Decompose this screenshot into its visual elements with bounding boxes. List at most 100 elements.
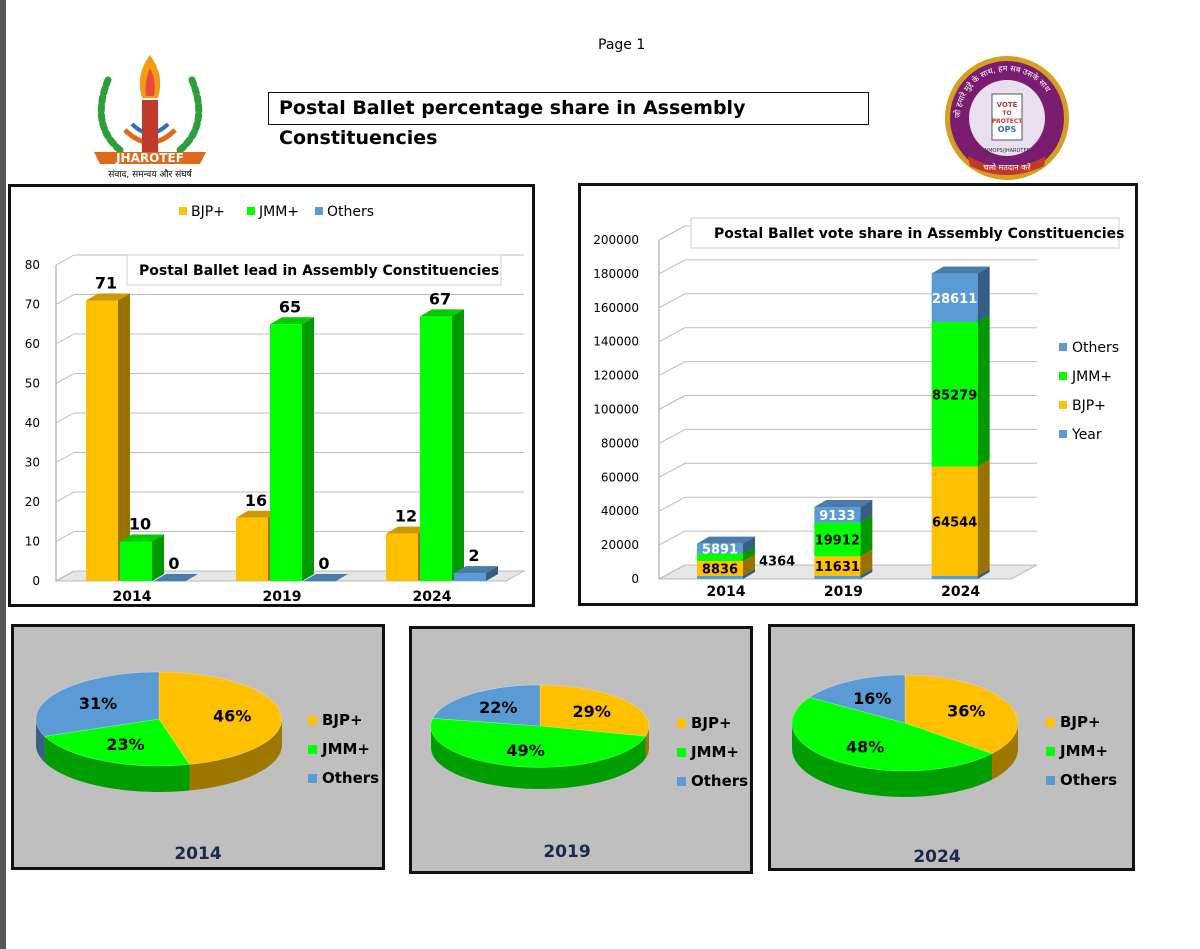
- bar-bjp-2024-top: [386, 526, 430, 534]
- bar-bjp-2019-top: [236, 510, 280, 518]
- pie-side-bjp: [645, 726, 649, 759]
- pie-side-bjp: [992, 723, 1018, 780]
- bar-others-2024-front: [454, 573, 486, 581]
- bar-jmm-2024-side: [977, 315, 990, 467]
- legend-swatch-jmm: [1059, 372, 1067, 380]
- pie-panel-2024: 36% 48% 16% BJP+ JMM+ Others 2024: [768, 624, 1135, 871]
- legend-label-bjp: BJP+: [1072, 398, 1106, 414]
- pie-slice-others: [35, 671, 160, 737]
- pie-slice-jmm: [791, 696, 993, 772]
- x-tick-label: 2014: [113, 589, 152, 604]
- pie-value-label: 31%: [79, 694, 117, 713]
- pie-chart-2014: 46% 23% 31% BJP+ JMM+ Others 2014: [14, 627, 382, 867]
- data-label: 28611: [932, 292, 977, 307]
- chart-title: Postal Ballet lead in Assembly Constitue…: [139, 263, 499, 279]
- pie-side-jmm: [431, 726, 646, 789]
- bar-others-2024-top: [454, 566, 498, 574]
- bar-others-2024: [931, 266, 990, 323]
- bar-jmm-2019-side: [302, 317, 314, 581]
- y-tick-label: 120000: [593, 369, 639, 383]
- y-tick-label: 60000: [601, 470, 639, 484]
- pie-year-title: 2014: [174, 844, 221, 864]
- legend-label-bjp: BJP+: [691, 714, 732, 732]
- y-tick-label: 70: [25, 298, 40, 312]
- data-label: 8836: [702, 563, 738, 578]
- bar-others-2024-side: [977, 266, 990, 323]
- pie-slice-bjp: [158, 671, 283, 765]
- y-tick-label: 10: [25, 535, 40, 549]
- bar-jmm-2019-top: [270, 317, 314, 325]
- gridline-depth: [658, 327, 686, 343]
- bar-year-2014-side: [743, 569, 755, 579]
- vote-seal-icon: जो हमारे मुद्दे के साथ, हम सब उसके साथ V…: [945, 56, 1069, 180]
- data-label: 65: [279, 297, 301, 316]
- legend-label-bjp: BJP+: [1060, 713, 1101, 731]
- legend-swatch-jmm: [1046, 747, 1055, 756]
- gridline-depth: [658, 564, 686, 580]
- pie-slice-others: [432, 684, 541, 727]
- bar-year-2019-front: [814, 576, 861, 579]
- legend-swatch-year: [1059, 430, 1067, 438]
- data-label: 2: [468, 546, 479, 565]
- bar-others-2024: [454, 566, 498, 581]
- legend-swatch-bjp: [1046, 718, 1055, 727]
- data-label: 0: [318, 554, 329, 573]
- vote-share-chart-panel: 0 20000 40000 60000 80000 100000 120000 140000 1…: [578, 183, 1138, 606]
- bar-jmm-2024-top: [420, 309, 464, 317]
- gridline-depth: [55, 373, 75, 384]
- bar-bjp-2019-front: [236, 517, 268, 581]
- y-tick-label: 0: [631, 572, 639, 586]
- y-tick-label: 100000: [593, 403, 639, 417]
- bar-others-2024-front: [931, 273, 978, 323]
- pie-slice-bjp: [539, 684, 650, 737]
- bar-jmm-2014-side: [743, 546, 755, 562]
- gridline-depth: [55, 531, 75, 542]
- pie-side-others: [36, 719, 45, 763]
- legend-label-jmm: JMM+: [321, 740, 370, 758]
- legend-swatch-bjp: [1059, 401, 1067, 409]
- bar-bjp-2019-front: [814, 556, 861, 576]
- vote-to-protect-ops-logo: जो हमारे मुद्दे के साथ, हम सब उसके साथ V…: [940, 52, 1074, 182]
- gridline-depth: [658, 428, 686, 444]
- legend-swatch-bjp: [308, 716, 317, 725]
- bar-bjp-2019-side: [860, 549, 873, 576]
- pie-slice-jmm: [43, 718, 191, 767]
- y-tick-label: 80000: [601, 436, 639, 450]
- legend-label-jmm: JMM+: [1071, 369, 1112, 385]
- legend-label-others: Others: [1072, 340, 1119, 356]
- bar-jmm-2024: [420, 309, 464, 581]
- pie-chart-2024: 36% 48% 16% BJP+ JMM+ Others 2024: [771, 627, 1132, 868]
- legend-swatch-jmm: [308, 745, 317, 754]
- pie-value-label: 23%: [106, 735, 144, 754]
- lead-bar-chart-panel: 0 10 20 30 40 50 60 70 80 71 10 0 2014 16 65 0 2019 12 67 2…: [8, 184, 535, 607]
- legend-swatch-bjp: [179, 207, 187, 215]
- gridline-depth: [658, 462, 686, 478]
- page-title: Postal Ballet percentage share in Assemb…: [268, 92, 869, 149]
- pie-value-label: 16%: [853, 689, 891, 708]
- data-label: 4364: [759, 554, 795, 569]
- gridline-depth: [55, 254, 75, 266]
- data-label: 64544: [932, 515, 977, 530]
- torch-wreath-icon: JHAROTEF: [94, 55, 206, 165]
- bar-others-2014-front: [154, 581, 186, 582]
- data-label: 9133: [819, 509, 855, 524]
- bar-year-2014-front: [697, 576, 743, 579]
- pie-value-label: 22%: [479, 698, 517, 717]
- bar-others-2014-top: [697, 536, 755, 544]
- bar-bjp-2014-side: [118, 293, 130, 581]
- bar-bjp-2024-side: [977, 459, 990, 576]
- bar-jmm-2019: [270, 317, 314, 581]
- gridline-depth: [658, 225, 686, 241]
- pie-chart-2019: 29% 49% 22% BJP+ JMM+ Others 2019: [412, 629, 750, 871]
- x-tick-label: 2024: [941, 584, 980, 600]
- bar-bjp-2024-front: [931, 466, 978, 576]
- bar-jmm-2024-front: [931, 322, 978, 467]
- bar-jmm-2019-front: [814, 522, 861, 557]
- legend-label-others: Others: [327, 204, 374, 220]
- bar-bjp-2014-front: [86, 300, 118, 581]
- data-label: 67: [429, 289, 451, 308]
- pie-panel-2019: 29% 49% 22% BJP+ JMM+ Others 2019: [409, 626, 753, 874]
- vote-share-stacked-chart: 0 20000 40000 60000 80000 100000 120000 140000 1…: [593, 217, 1124, 600]
- lead-bar-chart: 0 10 20 30 40 50 60 70 80 71 10 0 2014 16 65 0 2019 12 67 2…: [25, 204, 526, 604]
- gridline-depth: [55, 452, 75, 463]
